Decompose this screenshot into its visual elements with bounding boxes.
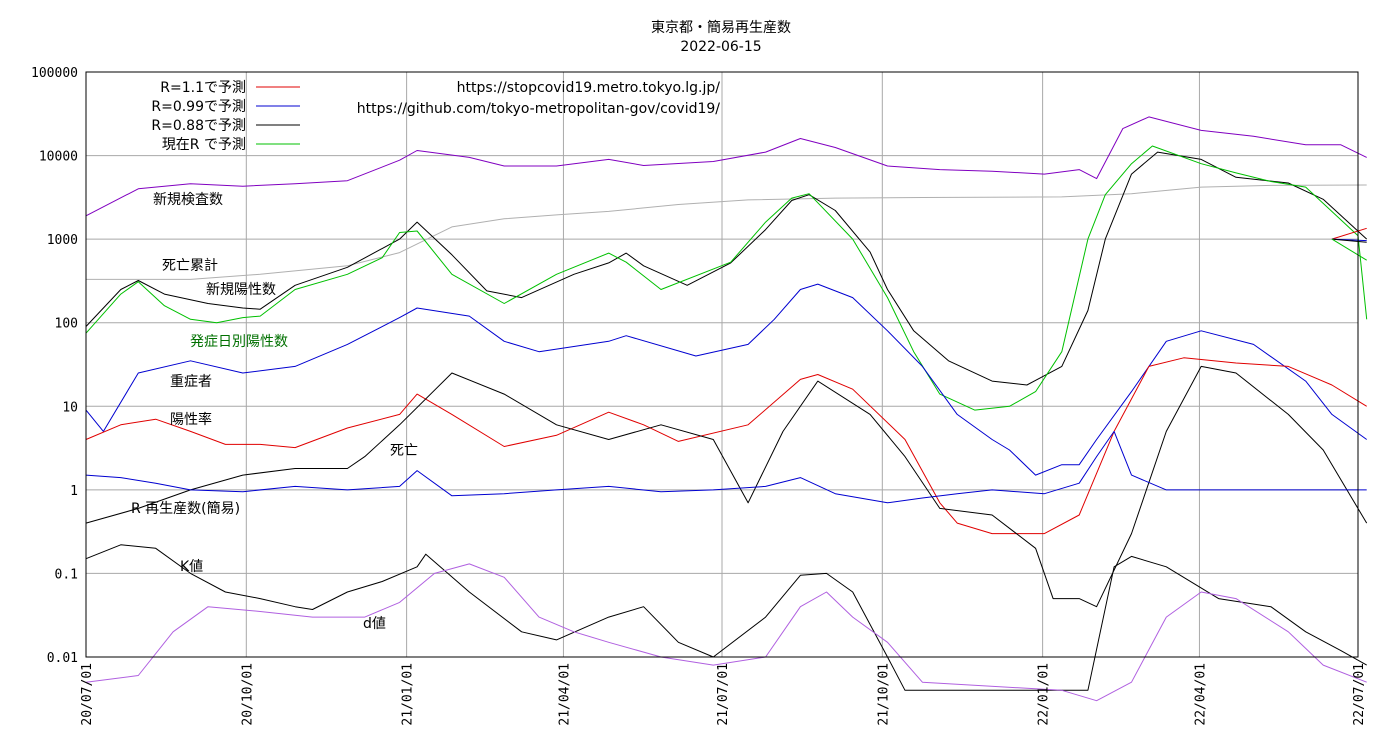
label-deaths-cum: 死亡累計: [162, 258, 218, 274]
legend-label: 現在R で予測: [162, 137, 246, 153]
url-1: https://stopcovid19.metro.tokyo.lg.jp/: [457, 80, 721, 96]
series-line-8: [85, 544, 1367, 691]
legend-label: R=0.99で予測: [151, 99, 246, 115]
x-tick-label: 20/07/01: [80, 663, 95, 726]
y-tick-label: 0.1: [55, 567, 78, 582]
label-positives: 新規陽性数: [206, 282, 276, 298]
x-tick-label: 20/10/01: [240, 663, 255, 726]
label-death: 死亡: [390, 443, 418, 459]
label-severe: 重症者: [170, 374, 212, 390]
annotations: 新規検査数 死亡累計 新規陽性数 発症日別陽性数 重症者 陽性率 死亡 R 再生…: [131, 192, 418, 632]
series-line-9: [85, 563, 1367, 702]
x-tick-label: 21/10/01: [876, 663, 891, 726]
series-line-13: [1331, 238, 1367, 261]
label-d: d値: [363, 616, 386, 632]
legend-label: R=0.88で予測: [151, 118, 246, 134]
x-axis: 20/07/01 20/10/01 21/01/01 21/04/01 21/07/01…: [80, 663, 1367, 726]
series-line-12: [1331, 238, 1367, 243]
x-tick-label: 22/01/01: [1037, 663, 1052, 726]
x-tick-label: 22/04/01: [1193, 663, 1208, 726]
label-positivity: 陽性率: [170, 411, 212, 428]
series-line-10: [1331, 227, 1367, 240]
y-tick-label: 100000: [31, 66, 78, 81]
chart-title: 東京都・簡易再生産数: [651, 20, 791, 36]
series-line-1: [86, 184, 1367, 280]
y-tick-label: 10: [62, 400, 78, 415]
label-r: R 再生産数(簡易): [131, 501, 240, 517]
series-layer: [85, 116, 1368, 702]
y-tick-label: 1000: [47, 233, 78, 248]
series-line-3: [85, 145, 1368, 411]
series-line-2: [85, 151, 1368, 386]
x-tick-label: 21/07/01: [716, 663, 731, 726]
label-k: K値: [180, 559, 203, 575]
series-line-5: [85, 357, 1367, 535]
grid: [85, 71, 1359, 658]
y-tick-label: 1: [70, 484, 78, 499]
url-2: https://github.com/tokyo-metropolitan-go…: [357, 101, 721, 117]
series-line-6: [85, 365, 1368, 608]
x-tick-label: 21/04/01: [557, 663, 572, 726]
series-line-0: [85, 116, 1367, 217]
y-tick-label: 100: [55, 317, 78, 332]
series-line-4: [85, 283, 1367, 476]
chart-subtitle: 2022-06-15: [680, 39, 761, 55]
y-tick-label: 0.01: [47, 651, 78, 666]
x-tick-label: 22/07/01: [1352, 663, 1367, 726]
legend-label: R=1.1で予測: [160, 80, 246, 96]
label-onset: 発症日別陽性数: [190, 334, 288, 350]
label-tests: 新規検査数: [153, 192, 223, 208]
x-tick-label: 21/01/01: [401, 663, 416, 726]
y-axis: 100000 10000 1000 100 10 1 0.1 0.01: [31, 66, 78, 666]
plot-frame: [85, 71, 1359, 658]
series-line-7: [85, 430, 1367, 504]
y-tick-label: 10000: [39, 150, 78, 165]
